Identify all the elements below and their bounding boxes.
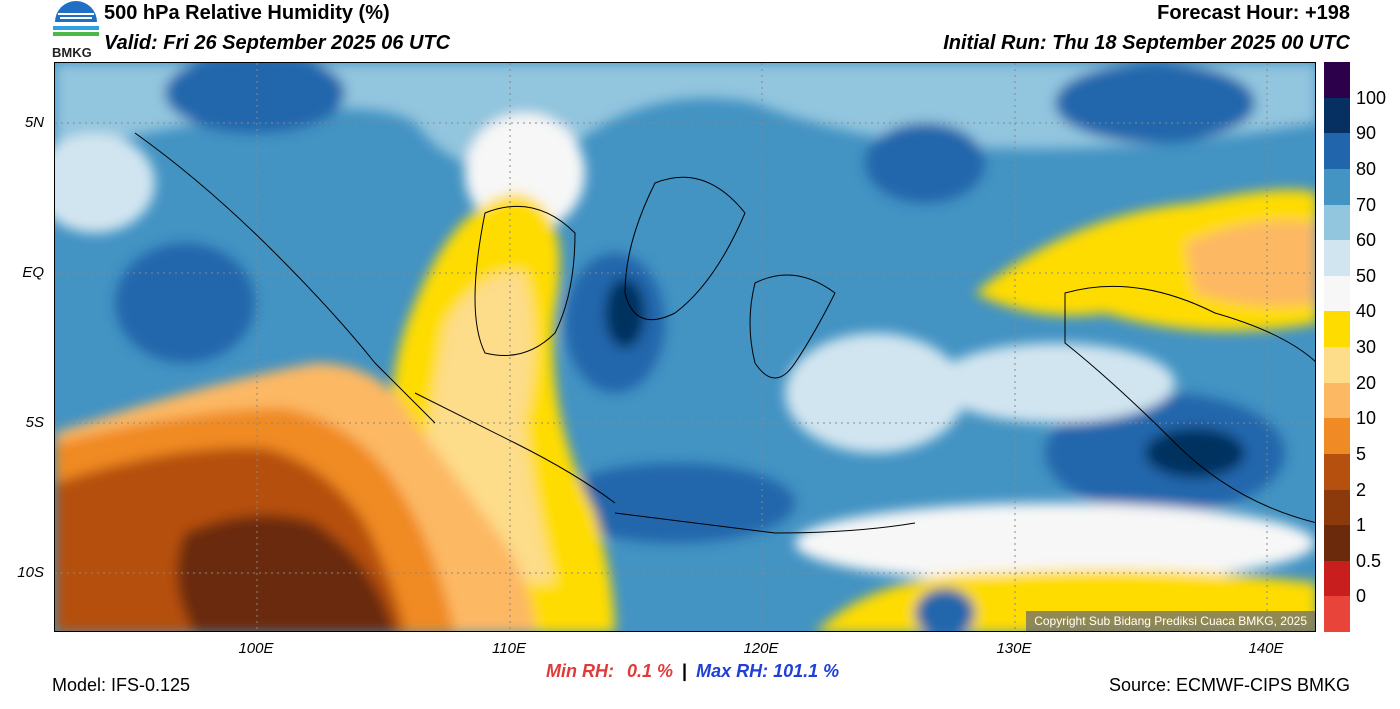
humidity-map: Copyright Sub Bidang Prediksi Cuaca BMKG…: [54, 62, 1316, 632]
copyright-notice: Copyright Sub Bidang Prediksi Cuaca BMKG…: [1026, 611, 1315, 631]
colorbar-swatch: [1324, 133, 1350, 169]
x-tick-130e: 130E: [996, 640, 1032, 657]
colorbar-swatch: [1324, 560, 1350, 597]
x-tick-120e: 120E: [743, 640, 779, 657]
bmkg-logo-icon: [53, 1, 99, 36]
colorbar-label: 80: [1356, 158, 1377, 179]
y-tick-10s: 10S: [17, 564, 44, 581]
colorbar-label: 20: [1356, 372, 1377, 393]
x-tick-140e: 140E: [1248, 640, 1284, 657]
rh-stats: Min RH: 0.1 % | Max RH: 101.1 %: [546, 661, 839, 682]
colorbar-swatch: [1324, 596, 1350, 632]
y-tick-eq: EQ: [22, 264, 44, 281]
logo-text: BMKG: [52, 45, 92, 60]
colorbar-label: 5: [1356, 443, 1367, 464]
x-tick-110e: 110E: [492, 640, 526, 657]
colorbar-swatch: [1324, 62, 1350, 98]
max-rh-value: 101.1 %: [773, 661, 840, 681]
bmkg-logo: BMKG: [50, 0, 102, 62]
colorbar-swatch: [1324, 204, 1350, 241]
colorbar-label: 90: [1356, 123, 1377, 144]
colorbar: [1324, 62, 1350, 632]
y-tick-5n: 5N: [24, 114, 44, 131]
min-rh-value: 0.1 %: [627, 661, 674, 681]
colorbar-label: 100: [1356, 87, 1387, 108]
colorbar-label: 60: [1356, 230, 1377, 251]
initial-run: Initial Run: Thu 18 September 2025 00 UT…: [943, 32, 1350, 54]
colorbar-swatch: [1324, 97, 1350, 134]
stats-separator: |: [682, 661, 688, 681]
colorbar-label: 2: [1356, 479, 1367, 500]
valid-time: Valid: Fri 26 September 2025 06 UTC: [104, 32, 451, 54]
min-rh-label: Min RH:: [546, 661, 614, 681]
colorbar-swatch: [1324, 418, 1350, 454]
colorbar-label: 30: [1356, 337, 1377, 357]
colorbar-label: 50: [1356, 265, 1377, 286]
x-tick-100e: 100E: [238, 640, 274, 657]
humidity-field: [55, 63, 1315, 631]
colorbar-label: 70: [1356, 194, 1377, 215]
colorbar-swatch: [1324, 275, 1350, 312]
colorbar-label: 10: [1356, 408, 1377, 429]
y-tick-5s: 5S: [25, 414, 44, 431]
colorbar-label: 1: [1356, 515, 1367, 536]
colorbar-swatch: [1324, 347, 1350, 383]
colorbar-swatch: [1324, 489, 1350, 526]
colorbar-label: 40: [1356, 301, 1377, 322]
chart-title: 500 hPa Relative Humidity (%): [104, 2, 390, 24]
colorbar-label: 0: [1356, 586, 1367, 607]
model-label: Model: IFS-0.125: [52, 675, 191, 695]
colorbar-swatch: [1324, 311, 1350, 347]
colorbar-label: 0.5: [1356, 550, 1382, 571]
forecast-hour: Forecast Hour: +198: [1157, 2, 1350, 24]
max-rh-label: Max RH:: [696, 661, 769, 681]
colorbar-swatch: [1324, 240, 1350, 276]
source-label: Source: ECMWF-CIPS BMKG: [1108, 675, 1350, 695]
colorbar-swatch: [1324, 382, 1350, 419]
colorbar-swatch: [1324, 168, 1350, 205]
colorbar-swatch: [1324, 453, 1350, 490]
colorbar-swatch: [1324, 525, 1350, 561]
